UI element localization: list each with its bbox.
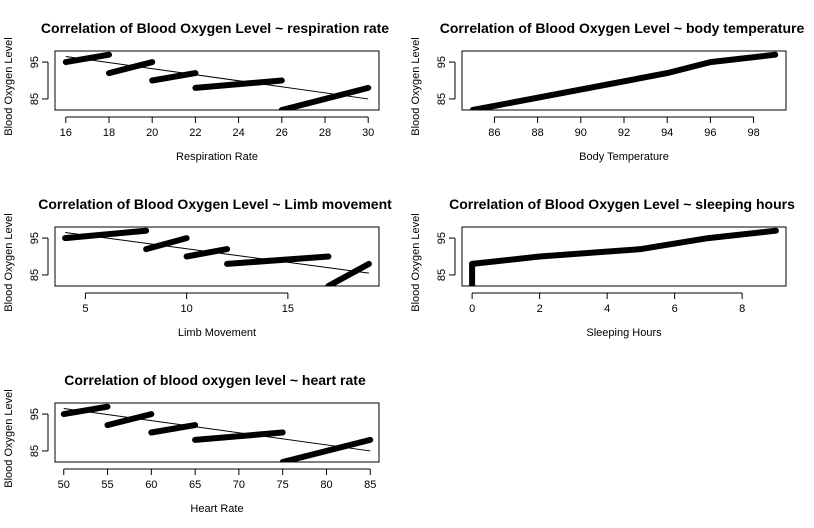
- data-series: [469, 227, 779, 267]
- data-series: [279, 436, 374, 462]
- trend-line: [63, 408, 371, 452]
- y-tick-label: 85: [29, 445, 41, 457]
- y-axis-label: Blood Oxygen Level: [3, 213, 15, 311]
- chart-panel-3: Correlation of Blood Oxygen Level ~ Limb…: [3, 196, 392, 339]
- x-tick-label: 8: [739, 303, 745, 315]
- data-series: [60, 403, 111, 418]
- x-tick-label: 85: [364, 479, 376, 491]
- data-series: [192, 77, 285, 91]
- x-tick-label: 26: [276, 127, 288, 139]
- x-tick-label: 86: [488, 127, 500, 139]
- data-series: [148, 422, 199, 436]
- x-tick-label: 24: [232, 127, 244, 139]
- y-tick-label: 95: [436, 56, 448, 68]
- x-tick-label: 92: [618, 127, 630, 139]
- y-tick-label: 95: [29, 408, 41, 420]
- plot-data: [469, 227, 779, 286]
- data-series: [149, 70, 199, 84]
- trend-line: [65, 56, 369, 100]
- y-tick-label: 85: [436, 93, 448, 105]
- x-tick-label: 55: [101, 479, 113, 491]
- x-tick-label: 70: [233, 479, 245, 491]
- data-series: [106, 59, 156, 77]
- y-axis-label: Blood Oxygen Level: [3, 389, 15, 487]
- x-axis-label: Body Temperature: [579, 151, 669, 163]
- data-series: [469, 51, 779, 110]
- chart-title: Correlation of Blood Oxygen Level ~ Limb…: [38, 196, 392, 212]
- data-series: [143, 235, 190, 253]
- y-tick-label: 85: [436, 269, 448, 281]
- data-series: [62, 51, 112, 66]
- chart-title: Correlation of blood oxygen level ~ hear…: [64, 372, 366, 388]
- data-series: [104, 411, 155, 429]
- plot-data: [62, 227, 372, 286]
- data-series: [325, 260, 372, 286]
- x-tick-label: 0: [469, 303, 475, 315]
- y-tick-label: 95: [29, 232, 41, 244]
- chart-panel-5: Correlation of blood oxygen level ~ hear…: [3, 372, 380, 515]
- chart-title: Correlation of Blood Oxygen Level ~ resp…: [41, 20, 389, 36]
- x-tick-label: 65: [189, 479, 201, 491]
- y-tick-label: 85: [29, 93, 41, 105]
- x-tick-label: 15: [282, 303, 294, 315]
- plot-frame: [461, 50, 787, 111]
- x-axis-label: Sleeping Hours: [586, 327, 662, 339]
- x-tick-label: 16: [60, 127, 72, 139]
- data-series: [224, 253, 332, 267]
- y-axis-label: Blood Oxygen Level: [410, 213, 422, 311]
- x-tick-label: 20: [146, 127, 158, 139]
- plot-frame: [54, 402, 380, 463]
- data-series: [62, 227, 150, 242]
- x-axis-label: Limb Movement: [178, 327, 256, 339]
- x-tick-label: 22: [189, 127, 201, 139]
- x-tick-label: 60: [145, 479, 157, 491]
- data-series: [278, 84, 372, 110]
- chart-panel-1: Correlation of Blood Oxygen Level ~ resp…: [3, 20, 389, 163]
- chart-panel-2: Correlation of Blood Oxygen Level ~ body…: [410, 20, 804, 163]
- x-tick-label: 75: [277, 479, 289, 491]
- plot-data: [62, 51, 372, 110]
- x-tick-label: 18: [103, 127, 115, 139]
- x-tick-label: 28: [319, 127, 331, 139]
- x-tick-label: 4: [604, 303, 610, 315]
- x-axis-label: Respiration Rate: [176, 151, 258, 163]
- x-tick-label: 6: [672, 303, 678, 315]
- x-tick-label: 2: [537, 303, 543, 315]
- x-tick-label: 88: [531, 127, 543, 139]
- chart-panel-4: Correlation of Blood Oxygen Level ~ slee…: [410, 196, 795, 339]
- x-tick-label: 90: [575, 127, 587, 139]
- plot-data: [60, 403, 374, 462]
- x-tick-label: 98: [747, 127, 759, 139]
- x-tick-label: 5: [82, 303, 88, 315]
- y-tick-label: 85: [29, 269, 41, 281]
- x-tick-label: 94: [661, 127, 673, 139]
- chart-title: Correlation of Blood Oxygen Level ~ body…: [440, 20, 805, 36]
- plot-data: [469, 51, 779, 110]
- x-tick-label: 96: [704, 127, 716, 139]
- plot-frame: [54, 50, 380, 111]
- x-tick-label: 10: [181, 303, 193, 315]
- plot-frame: [54, 226, 380, 287]
- y-axis-label: Blood Oxygen Level: [3, 37, 15, 135]
- data-series: [183, 246, 231, 260]
- x-tick-label: 50: [58, 479, 70, 491]
- y-tick-label: 95: [29, 56, 41, 68]
- data-series: [192, 429, 286, 443]
- y-tick-label: 95: [436, 232, 448, 244]
- x-axis-label: Heart Rate: [190, 503, 243, 515]
- x-tick-label: 80: [320, 479, 332, 491]
- x-tick-label: 30: [362, 127, 374, 139]
- plot-frame: [461, 226, 787, 287]
- y-axis-label: Blood Oxygen Level: [410, 37, 422, 135]
- chart-title: Correlation of Blood Oxygen Level ~ slee…: [449, 196, 795, 212]
